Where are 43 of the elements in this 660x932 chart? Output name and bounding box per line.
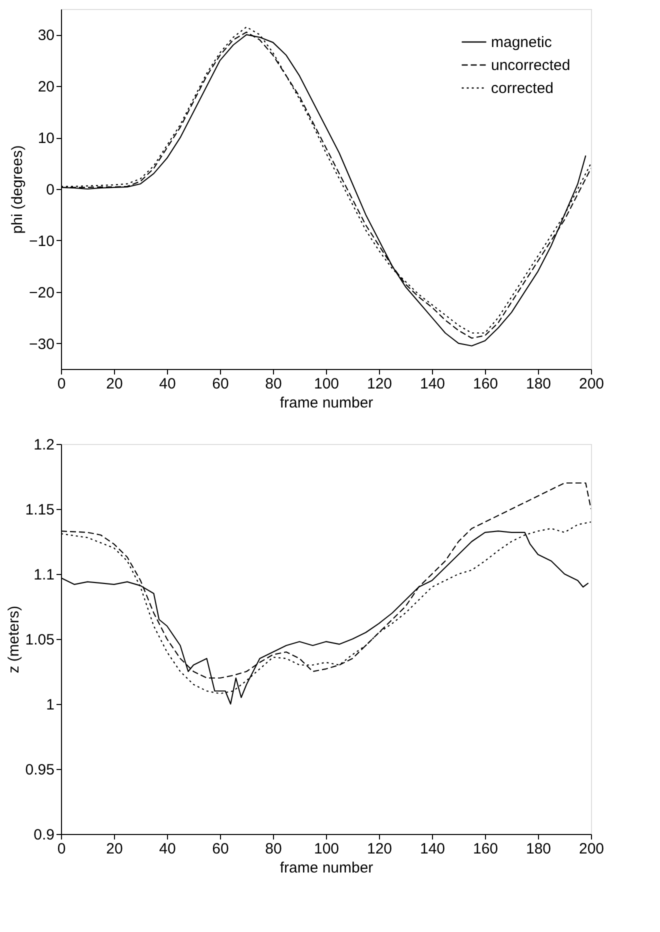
y-tick-label: 30 <box>38 27 54 44</box>
legend-label: corrected <box>491 80 554 97</box>
x-tick-label: 140 <box>420 376 446 392</box>
legend-label: uncorrected <box>491 57 570 74</box>
y-tick-label: 20 <box>38 78 54 96</box>
x-tick-label: 160 <box>472 840 498 858</box>
legend-label: magnetic <box>491 34 552 51</box>
x-tick-label: 180 <box>526 840 552 858</box>
x-tick-label: 80 <box>265 376 282 392</box>
x-tick-label: 140 <box>420 840 446 858</box>
x-axis-title: frame number <box>280 394 374 412</box>
x-tick-label: 100 <box>314 840 340 858</box>
x-tick-label: 20 <box>106 376 123 392</box>
x-tick-label: 0 <box>57 840 66 858</box>
x-tick-label: 40 <box>159 376 176 392</box>
x-tick-label: 120 <box>366 840 392 858</box>
y-tick-label: 1.1 <box>34 566 54 584</box>
y-axis-title: phi (degrees) <box>9 145 26 234</box>
y-tick-label: −20 <box>29 284 54 302</box>
y-tick-label: 0.9 <box>34 826 54 844</box>
y-tick-label: 1.15 <box>25 502 54 518</box>
y-tick-label: 1.2 <box>34 436 54 454</box>
x-tick-label: 40 <box>159 840 176 858</box>
x-tick-label: 100 <box>314 376 340 392</box>
y-tick-label: −30 <box>29 336 54 353</box>
y-tick-label: 1.05 <box>25 632 54 648</box>
y-axis-title: z (meters) <box>5 606 22 674</box>
x-tick-label: 160 <box>472 376 498 392</box>
x-tick-label: 60 <box>212 376 229 392</box>
y-tick-label: 1 <box>46 696 54 714</box>
x-tick-label: 120 <box>366 376 392 392</box>
y-tick-label: 0 <box>46 182 54 198</box>
x-tick-label: 200 <box>578 376 604 392</box>
x-tick-label: 80 <box>265 840 282 858</box>
x-tick-label: 180 <box>526 376 552 392</box>
x-tick-label: 20 <box>106 840 123 858</box>
x-tick-label: 60 <box>212 840 229 858</box>
x-tick-label: 0 <box>57 376 66 392</box>
y-tick-label: −10 <box>29 232 54 250</box>
x-tick-label: 200 <box>578 840 604 858</box>
x-axis-title: frame number <box>280 860 374 876</box>
y-tick-label: 0.95 <box>25 762 54 778</box>
y-tick-label: 10 <box>38 130 54 148</box>
